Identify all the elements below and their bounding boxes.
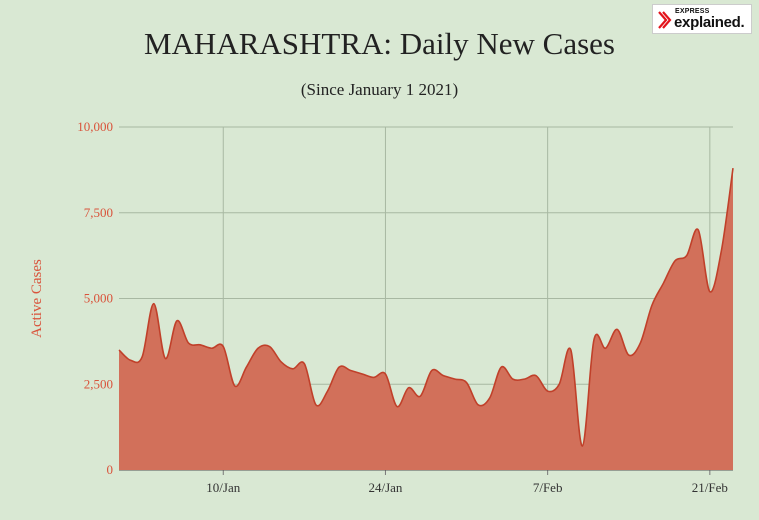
logo-express-text: EXPRESS	[675, 8, 710, 15]
x-tick-label: 21/Feb	[692, 480, 728, 495]
chart-subtitle: (Since January 1 2021)	[300, 80, 459, 99]
y-tick-label: 5,000	[84, 291, 113, 306]
area-series	[118, 168, 734, 470]
axis-labels: 0 2,500 5,000 7,500 10,000 10/Jan 24/Jan 7/Feb 2…	[29, 119, 728, 495]
x-tick-label: 7/Feb	[533, 480, 563, 495]
area-line	[118, 168, 734, 447]
chart-title: MAHARASHTRA: Daily New Cases	[143, 26, 615, 61]
area-fill	[119, 168, 733, 470]
x-tick-label: 10/Jan	[206, 480, 240, 495]
y-tick-label: 7,500	[84, 205, 113, 220]
y-axis-title: Active Cases	[29, 259, 45, 338]
express-explained-logo: EXPRESS explained.	[652, 4, 752, 34]
y-tick-label: 0	[107, 462, 114, 477]
logo-explained-text: explained.	[674, 14, 745, 31]
y-tick-label: 10,000	[77, 119, 113, 134]
logo-stripes-icon	[658, 11, 672, 29]
x-tick-label: 24/Jan	[368, 480, 402, 495]
y-tick-label: 2,500	[84, 376, 113, 391]
